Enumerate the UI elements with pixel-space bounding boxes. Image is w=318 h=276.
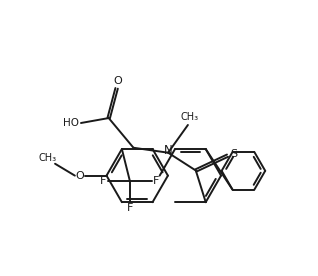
Text: F: F [100, 176, 106, 186]
Text: F: F [127, 203, 133, 213]
Text: CH₃: CH₃ [181, 112, 199, 122]
Text: CH₃: CH₃ [38, 153, 56, 163]
Text: O: O [75, 171, 84, 181]
Text: S: S [230, 149, 237, 159]
Text: N: N [164, 144, 172, 157]
Text: O: O [113, 76, 122, 86]
Text: HO: HO [63, 118, 79, 128]
Text: F: F [153, 176, 160, 186]
